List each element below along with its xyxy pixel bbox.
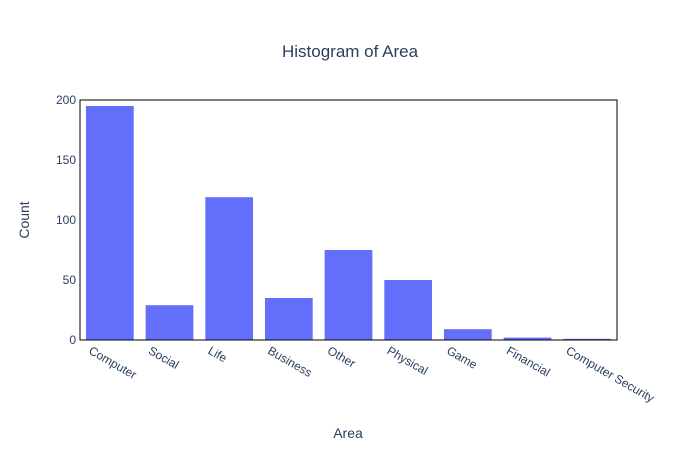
y-tick-label: 100: [56, 213, 76, 227]
y-tick-label: 150: [56, 153, 76, 167]
x-tick-label: Physical: [385, 343, 431, 377]
x-tick-label: Social: [146, 343, 181, 371]
x-tick-label: Computer: [86, 343, 139, 381]
bar-other: [324, 250, 373, 340]
y-axis-ticks: 0 50 100 150 200: [56, 93, 76, 347]
bar-computer-security: [563, 338, 612, 340]
bar-computer: [85, 106, 134, 340]
plot-frame: [79, 99, 618, 341]
bar-physical: [384, 280, 433, 340]
y-axis-title: Count: [16, 201, 32, 238]
x-axis-ticks: Computer Social Life Business Other Physical G…: [86, 343, 656, 405]
x-axis-title: Area: [333, 425, 363, 441]
bars-layer: [85, 106, 612, 340]
bar-financial: [503, 337, 552, 340]
y-tick-label: 0: [69, 333, 76, 347]
y-tick-label: 200: [56, 93, 76, 107]
x-tick-label: Game: [444, 343, 480, 372]
bar-game: [443, 329, 492, 340]
x-tick-label: Business: [265, 343, 314, 379]
x-tick-label: Computer Security: [564, 343, 657, 405]
bar-social: [145, 305, 194, 340]
x-tick-label: Financial: [504, 343, 553, 379]
x-tick-label: Other: [325, 343, 358, 370]
x-tick-label: Life: [206, 343, 230, 365]
bar-life: [205, 197, 254, 340]
bar-business: [264, 298, 313, 340]
chart-title: Histogram of Area: [282, 42, 419, 61]
y-tick-label: 50: [63, 273, 77, 287]
